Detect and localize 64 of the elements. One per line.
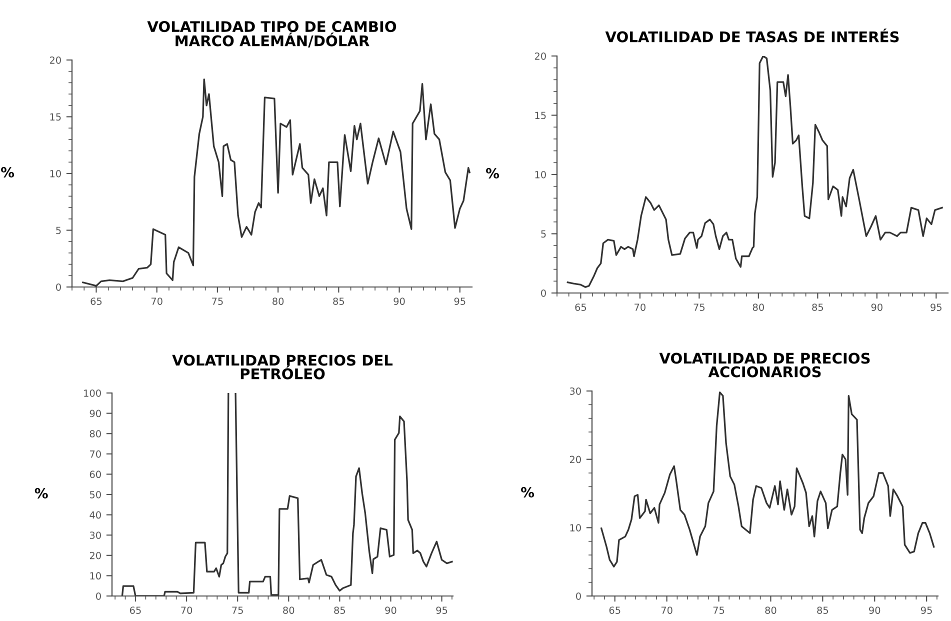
y-tick-label: 30: [570, 387, 581, 395]
y-tick-label: 10: [50, 170, 61, 178]
y-tick-label: 15: [535, 112, 546, 120]
y-tick-label: 20: [90, 552, 101, 560]
chart-title: VOLATILIDAD TIPO DE CAMBIO MARCO ALEMÁN/DÓLAR: [147, 21, 396, 48]
x-tick-label: 90: [871, 304, 882, 311]
y-tick-label: 20: [534, 52, 546, 60]
y-tick-label: 60: [90, 470, 101, 478]
y-tick-label: 100: [84, 389, 101, 397]
y-tick-label: 90: [90, 410, 101, 418]
x-tick-label: 70: [634, 304, 646, 311]
y-tick-label: 20: [50, 56, 61, 64]
y-tick-label: 40: [90, 511, 101, 519]
x-tick-label: 65: [90, 298, 102, 305]
x-tick-label: 95: [920, 606, 932, 614]
x-tick-label: 85: [817, 606, 828, 614]
x-tick-label: 65: [575, 304, 586, 311]
x-tick-label: 85: [334, 606, 346, 614]
x-tick-label: 90: [869, 606, 880, 614]
y-tick-label: 5: [56, 226, 61, 234]
x-tick-label: 75: [212, 298, 223, 305]
y-tick-label: 50: [90, 490, 101, 498]
x-tick-label: 85: [812, 304, 824, 311]
y-tick-label: 5: [541, 230, 546, 238]
chart-title: VOLATILIDAD PRECIOS DEL PETRÓLEO: [172, 354, 393, 380]
x-tick-label: 70: [181, 606, 192, 614]
line-series: [566, 56, 943, 288]
y-tick-label: 20: [570, 456, 581, 464]
chart-title: VOLATILIDAD DE PRECIOS ACCIONARIOS: [659, 352, 870, 378]
x-tick-label: 85: [333, 298, 344, 305]
x-tick-label: 95: [436, 606, 448, 614]
x-tick-label: 95: [454, 298, 466, 305]
line-series: [82, 78, 470, 287]
x-tick-label: 80: [765, 606, 776, 614]
y-tick-label: 80: [90, 430, 101, 438]
x-tick-label: 80: [272, 298, 284, 305]
x-tick-label: 65: [130, 606, 141, 614]
x-tick-label: 95: [930, 304, 942, 311]
x-tick-label: 70: [661, 606, 672, 614]
line-series: [600, 392, 935, 568]
y-tick-label: 0: [576, 592, 581, 600]
y-tick-label: 15: [50, 113, 61, 121]
y-tick-label: 10: [570, 524, 581, 532]
x-tick-label: 80: [752, 304, 764, 311]
y-tick-label: 0: [541, 289, 546, 297]
y-axis-title: %: [34, 488, 48, 499]
y-axis-title: %: [521, 487, 534, 498]
chart-title: VOLATILIDAD DE TASAS DE INTERÉS: [605, 28, 899, 42]
y-axis-title: %: [1, 167, 14, 178]
x-tick-label: 65: [609, 606, 620, 614]
y-tick-label: 10: [90, 572, 101, 580]
x-tick-label: 90: [394, 298, 405, 305]
x-tick-label: 75: [694, 304, 705, 311]
x-tick-label: 80: [283, 606, 294, 614]
y-tick-label: 10: [535, 170, 546, 178]
x-tick-label: 70: [151, 298, 162, 305]
x-tick-label: 75: [713, 606, 724, 614]
y-tick-label: 0: [96, 592, 101, 600]
y-tick-label: 70: [90, 450, 101, 458]
y-tick-label: 0: [56, 283, 61, 291]
x-tick-label: 90: [385, 606, 396, 614]
x-tick-label: 75: [232, 606, 243, 614]
y-axis-title: %: [486, 168, 500, 179]
y-tick-label: 30: [90, 532, 101, 539]
